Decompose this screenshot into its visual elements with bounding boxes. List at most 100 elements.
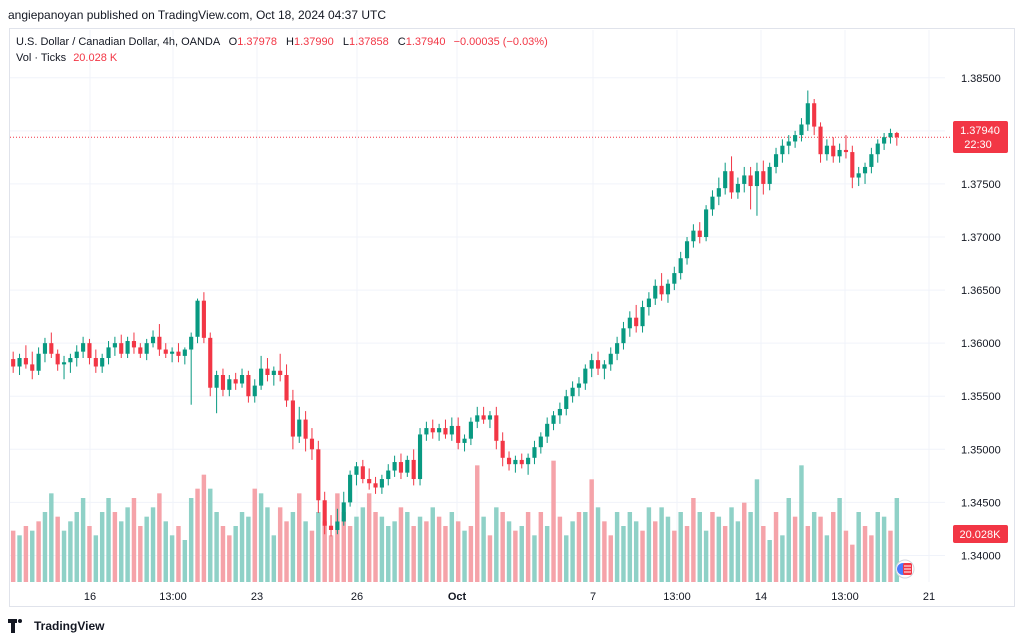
candle: [290, 389, 295, 450]
candle: [627, 311, 632, 337]
volume-bar: [176, 526, 181, 582]
volume-bar: [239, 512, 245, 582]
candle: [716, 177, 721, 206]
volume-badge-bg: [953, 525, 1008, 543]
volume-bar: [119, 521, 124, 582]
candle: [551, 411, 556, 431]
candle: [303, 411, 308, 452]
volume-bar: [799, 465, 804, 582]
volume-bar: [112, 512, 118, 582]
candle: [87, 338, 92, 365]
close-value: 1.37940: [405, 36, 446, 48]
candle: [519, 453, 524, 469]
candle: [335, 508, 340, 535]
volume-bar: [500, 512, 505, 582]
candle: [602, 360, 607, 380]
volume-label[interactable]: Vol · Ticks: [16, 52, 67, 64]
volume-bar: [354, 516, 359, 582]
candle: [144, 338, 149, 361]
candle: [595, 351, 601, 375]
candle: [100, 353, 105, 373]
volume-bar: [80, 498, 86, 582]
candle: [125, 336, 130, 359]
brand-name: TradingView: [34, 619, 105, 633]
candle: [824, 139, 829, 161]
candle: [68, 353, 73, 373]
volume-bar: [684, 526, 690, 582]
flag-icon[interactable]: [895, 559, 915, 579]
candle: [557, 402, 562, 424]
candle: [189, 332, 194, 405]
volume-bar: [792, 516, 798, 582]
x-tick-label: 13:00: [831, 591, 859, 603]
candle: [373, 476, 378, 494]
volume-bar: [258, 493, 264, 582]
volume-bar: [341, 512, 346, 582]
volume-bar: [246, 516, 251, 582]
volume-bar: [42, 512, 48, 582]
candle: [36, 347, 41, 375]
volume-bar: [271, 535, 277, 582]
candle: [354, 462, 359, 486]
candle: [259, 355, 264, 390]
candle: [208, 332, 213, 397]
volume-bar: [68, 521, 73, 582]
volume-bar: [290, 512, 296, 582]
candle: [735, 177, 740, 199]
volume-bar: [875, 512, 880, 582]
volume-bar: [61, 530, 67, 582]
volume-bar: [494, 507, 499, 582]
candle: [182, 347, 187, 365]
volume-bar: [386, 526, 391, 582]
volume-bar: [138, 526, 143, 582]
candle: [576, 377, 582, 397]
volume-bar: [398, 507, 404, 582]
volume-bar: [449, 512, 455, 582]
volume-bar: [564, 535, 569, 582]
volume-bar: [93, 535, 99, 582]
candle: [214, 370, 219, 414]
candle: [697, 222, 702, 244]
volume-bar: [49, 493, 54, 582]
candle: [608, 347, 613, 371]
volume-bar: [729, 507, 734, 582]
candle: [81, 336, 86, 359]
symbol-name[interactable]: U.S. Dollar / Canadian Dollar, 4h, OANDA: [16, 36, 220, 48]
volume-bar: [322, 521, 327, 582]
y-tick-label: 1.35500: [961, 391, 1001, 403]
candle: [799, 118, 804, 142]
volume-bar: [653, 521, 658, 582]
price-badge-value: 1.37940: [960, 125, 1000, 137]
volume-bar: [99, 512, 105, 582]
volume-bar: [201, 474, 207, 582]
volume-bar: [233, 526, 238, 582]
volume-bar: [424, 521, 429, 582]
low-value: 1.37858: [348, 36, 389, 48]
candle: [475, 406, 480, 429]
candle: [297, 406, 302, 443]
candle: [430, 419, 435, 439]
volume-bar: [544, 526, 550, 582]
candle: [379, 474, 384, 494]
candle: [481, 406, 486, 424]
chart-frame: [9, 28, 1015, 607]
volume-bar: [646, 507, 652, 582]
volume-bar: [214, 512, 219, 582]
candle: [328, 515, 334, 537]
candle: [831, 137, 836, 163]
volume-bar: [786, 498, 791, 582]
candle: [773, 147, 779, 174]
volume-bar: [716, 516, 722, 582]
candle: [793, 130, 798, 148]
volume-bar: [417, 516, 423, 582]
candle: [170, 347, 175, 363]
volume-bar: [208, 488, 213, 582]
candle: [729, 156, 734, 199]
candle: [233, 372, 238, 390]
candle: [875, 139, 880, 163]
volume-bar: [672, 530, 677, 582]
candle: [659, 273, 664, 301]
close-label: C: [397, 36, 406, 48]
volume-bar: [532, 535, 537, 582]
